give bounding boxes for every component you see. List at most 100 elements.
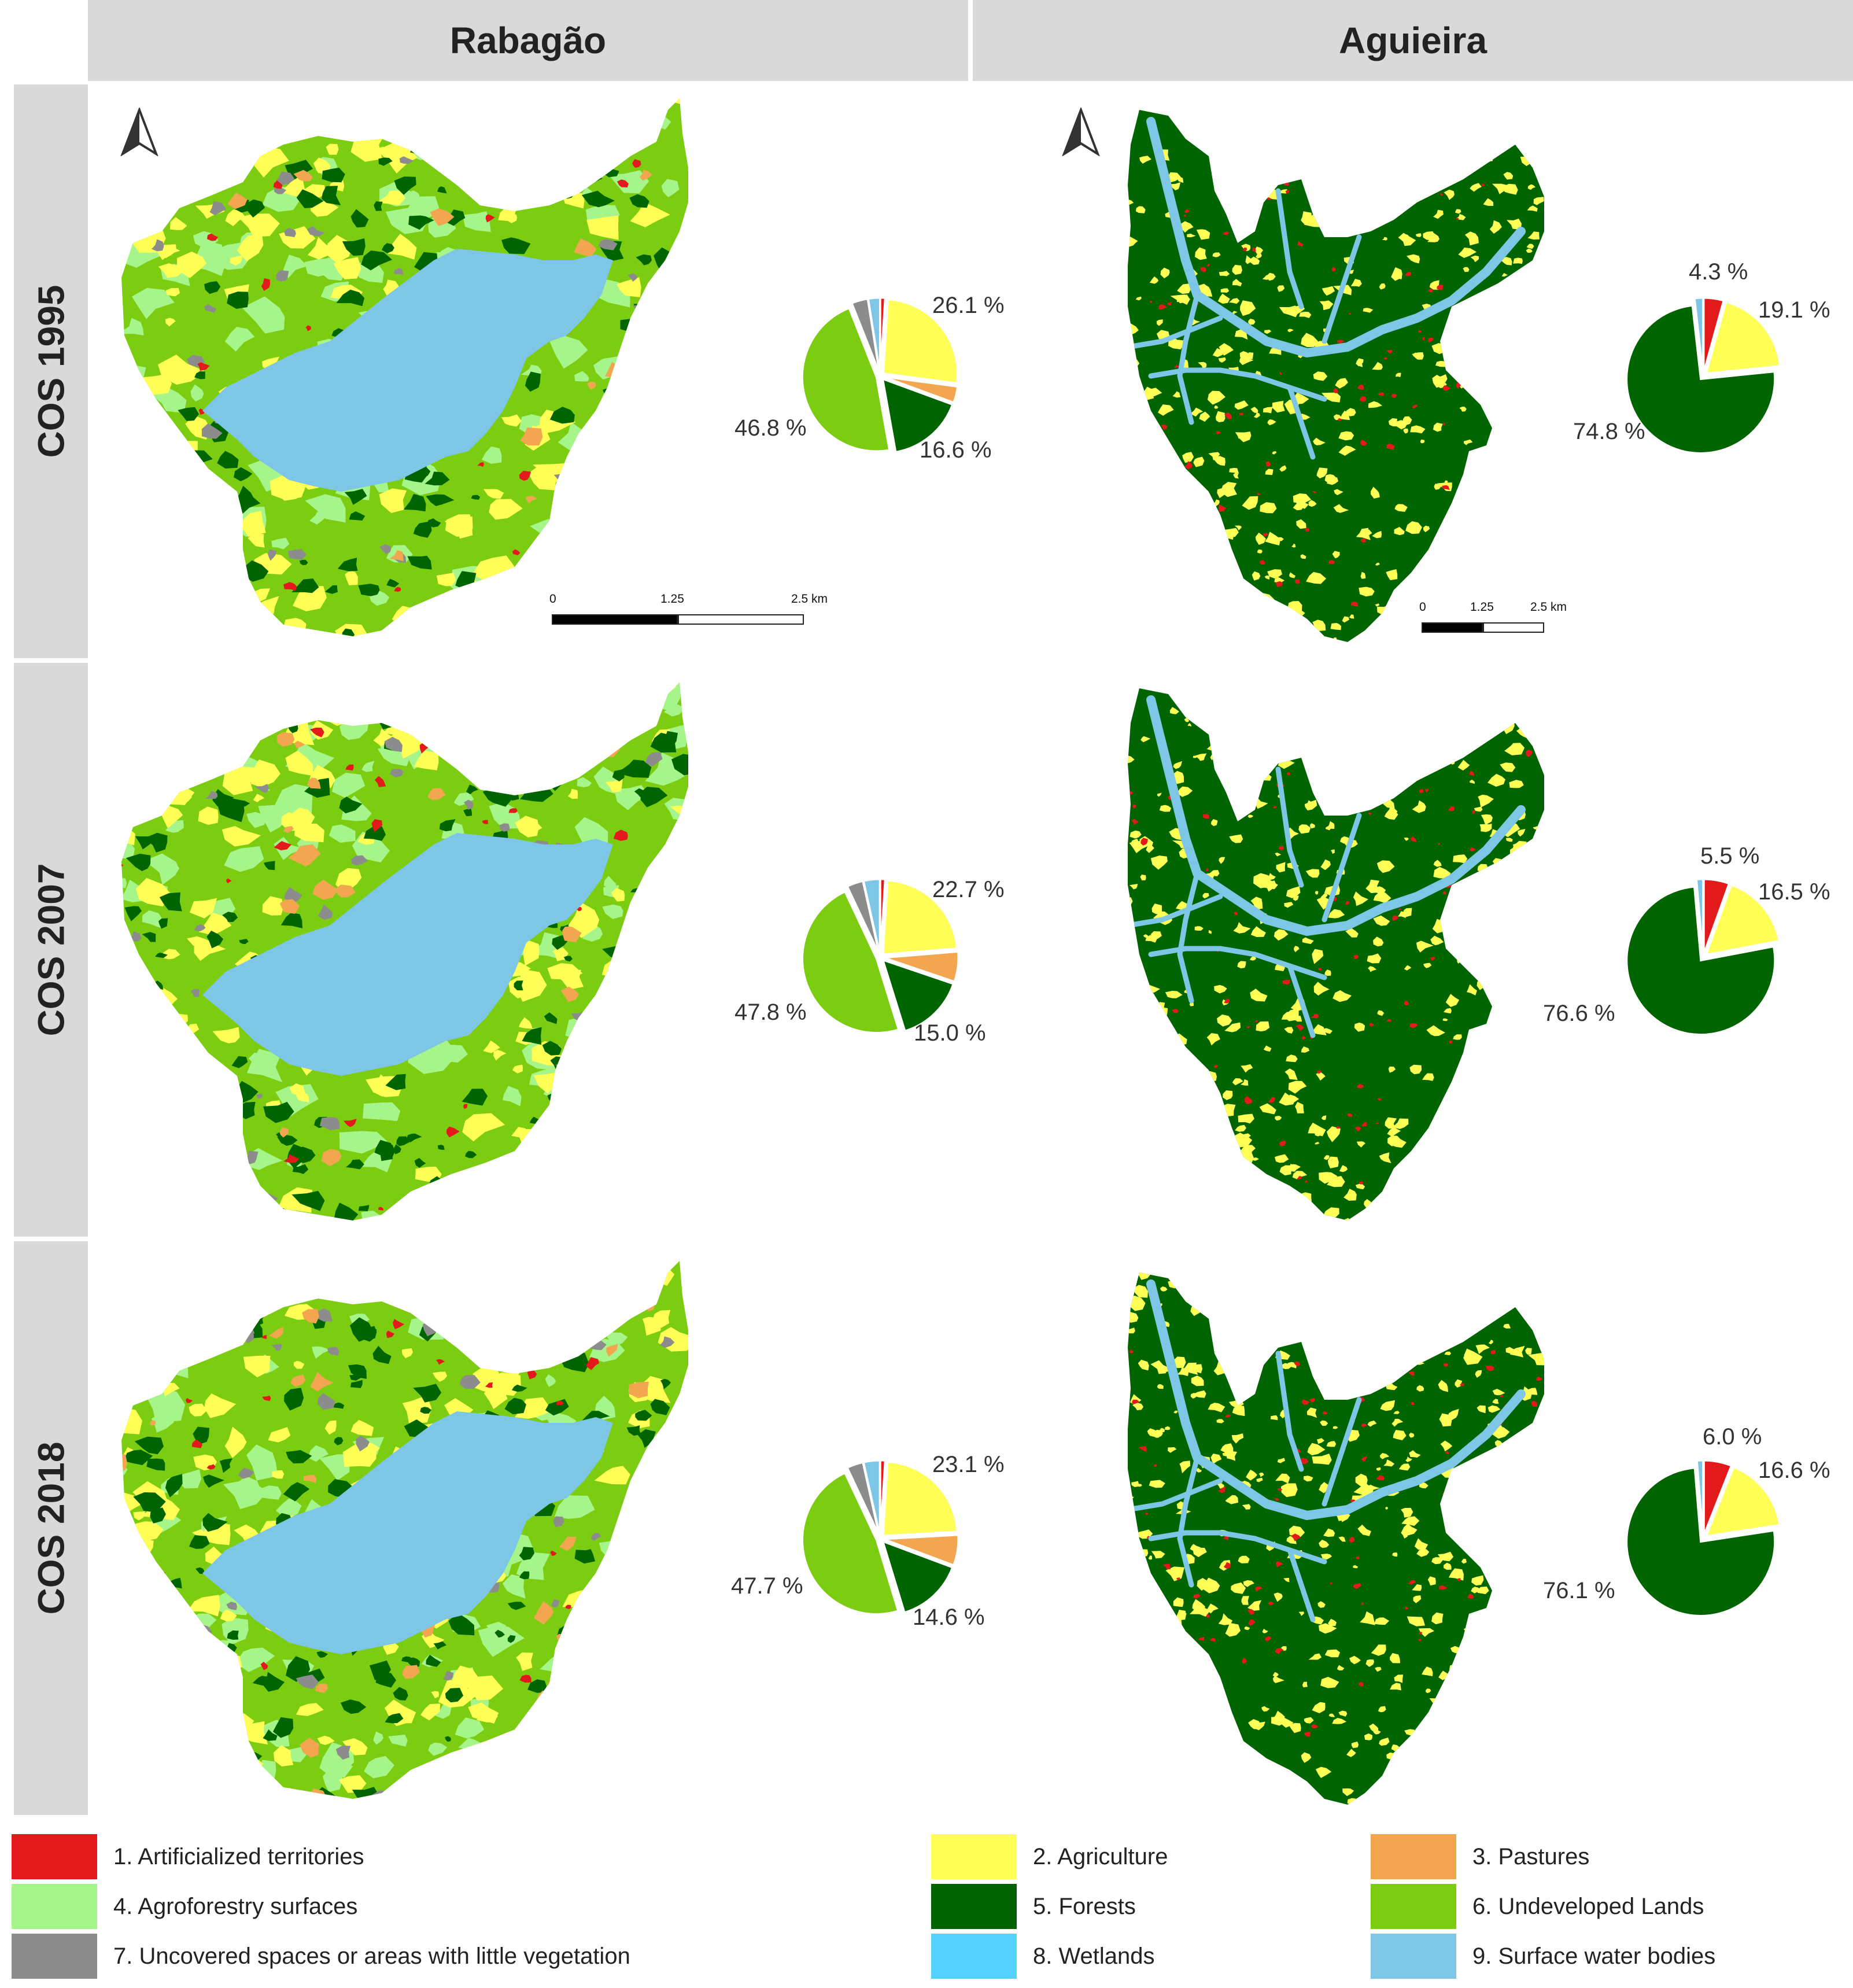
pie-slice-agriculture [1705, 301, 1781, 375]
pie-slice-agriculture [1705, 884, 1780, 956]
legend-item-artificial: 1. Artificialized territories [12, 1834, 364, 1880]
pie-label-forests: 76.1 % [1543, 1578, 1615, 1603]
legend-swatch [12, 1934, 97, 1979]
legend-swatch [931, 1884, 1017, 1929]
pie-aguieira-1995 [1626, 297, 1781, 454]
scale-bar-aguieira: 0 1.25 2.5 km [1419, 600, 1593, 641]
legend-label: 3. Pastures [1472, 1843, 1590, 1869]
scale-bar-white [1483, 622, 1544, 633]
legend-item-water: 9. Surface water bodies [1371, 1933, 1715, 1979]
column-header-rabagao: Rabagão [88, 0, 968, 81]
pie-slice-forests [881, 958, 955, 1032]
pie-label-agriculture: 16.5 % [1758, 879, 1830, 905]
pie-slice-water [862, 878, 881, 954]
pie-label-agriculture: 26.1 % [932, 293, 1005, 318]
basin-outline [1128, 110, 1544, 642]
legend-label: 5. Forests [1033, 1893, 1136, 1919]
legend-label: 4. Agroforestry surfaces [113, 1893, 358, 1919]
pie-slice-artificial [1703, 1459, 1733, 1535]
pie-slice-artificial [1703, 878, 1730, 954]
pie-slice-water [867, 297, 881, 372]
map-rabagao-2018 [121, 1261, 688, 1799]
pie-slice-forests [1626, 886, 1776, 1036]
legend-item-agroforestry: 4. Agroforestry surfaces [12, 1883, 357, 1930]
row-header-label: COS 2007 [30, 863, 72, 1037]
legend-swatch [12, 1834, 97, 1879]
reservoir [202, 249, 613, 492]
scale-tick: 0 [549, 592, 556, 606]
column-header-aguieira: Aguieira [973, 0, 1853, 81]
pie-label-forests: 15.0 % [914, 1020, 986, 1046]
pie-aguieira-2018 [1626, 1459, 1781, 1617]
north-arrow-icon [1062, 108, 1100, 156]
pie-label-forests: 74.8 % [1573, 419, 1645, 444]
pie-label-forests: 76.6 % [1543, 1001, 1615, 1026]
pie-slice-uncovered [846, 880, 880, 954]
legend-swatch [931, 1934, 1017, 1979]
pie-label-artificial: 4.3 % [1689, 259, 1748, 285]
legend-label: 8. Wetlands [1033, 1943, 1155, 1969]
legend-label: 2. Agriculture [1033, 1843, 1168, 1869]
pie-slice-water [1696, 1459, 1704, 1535]
pie-slice-forests [1626, 304, 1776, 454]
pie-slice-agriculture [882, 1460, 958, 1537]
legend-item-forests: 5. Forests [931, 1883, 1136, 1930]
pie-label-agriculture: 22.7 % [932, 877, 1005, 902]
pie-slice-undeveloped [802, 890, 900, 1034]
row-header-cos-2007: COS 2007 [14, 663, 88, 1237]
row-header-label: COS 2018 [30, 1441, 72, 1615]
map-rabagao-2007 [121, 683, 688, 1220]
pie-slice-forests [881, 378, 954, 453]
reservoir [202, 1411, 613, 1654]
pie-slice-agriculture [882, 879, 958, 956]
legend-swatch [931, 1834, 1017, 1879]
pie-rabagao-2007 [802, 878, 959, 1034]
basin-outline [1128, 1273, 1544, 1805]
basin-outline [1128, 688, 1544, 1220]
legend-swatch [1371, 1884, 1456, 1929]
pie-label-agriculture: 23.1 % [932, 1452, 1005, 1477]
scale-bar-black [1422, 622, 1483, 633]
scale-tick: 1.25 [1470, 600, 1494, 614]
pie-label-undeveloped: 47.7 % [731, 1573, 803, 1599]
legend-swatch [1371, 1834, 1456, 1879]
scale-bar-white [678, 614, 804, 625]
legend-swatch [12, 1884, 97, 1929]
pie-slice-forests [881, 1540, 954, 1614]
scale-tick: 2.5 km [1530, 600, 1567, 614]
legend-item-undeveloped: 6. Undeveloped Lands [1371, 1883, 1704, 1930]
legend-item-pastures: 3. Pastures [1371, 1834, 1589, 1880]
pie-rabagao-2018 [802, 1459, 959, 1616]
pie-label-artificial: 6.0 % [1703, 1424, 1762, 1449]
north-arrow-icon [120, 108, 158, 156]
legend-item-agriculture: 2. Agriculture [931, 1834, 1168, 1880]
legend-label: 7. Uncovered spaces or areas with little… [113, 1943, 630, 1969]
legend-item-wetlands: 8. Wetlands [931, 1933, 1155, 1979]
pie-slice-agriculture [1705, 1466, 1781, 1537]
map-aguieira-1995 [1128, 110, 1544, 642]
pie-label-agriculture: 19.1 % [1758, 297, 1830, 323]
map-aguieira-2018 [1128, 1273, 1544, 1805]
pie-rabagao-1995 [801, 297, 959, 453]
scale-bar-rabagao: 0 1.25 2.5 km [549, 592, 828, 633]
legend-swatch [1371, 1934, 1456, 1979]
pie-slice-water [1695, 878, 1704, 954]
pie-slice-undeveloped [802, 1471, 899, 1616]
reservoir [202, 833, 613, 1076]
map-rabagao-1995 [121, 98, 688, 636]
pie-slice-pastures [884, 1534, 959, 1566]
legend-item-uncovered: 7. Uncovered spaces or areas with little… [12, 1933, 630, 1979]
pie-slice-pastures [884, 376, 959, 404]
pie-label-undeveloped: 46.8 % [734, 415, 807, 441]
scale-tick: 1.25 [660, 592, 684, 606]
pie-label-agriculture: 16.6 % [1758, 1458, 1830, 1483]
pie-label-undeveloped: 47.8 % [734, 999, 807, 1025]
row-header-cos-1995: COS 1995 [14, 84, 88, 658]
legend-label: 6. Undeveloped Lands [1472, 1893, 1704, 1919]
pie-slice-water [1693, 297, 1704, 372]
pie-slice-agriculture [882, 298, 958, 385]
row-header-label: COS 1995 [30, 285, 72, 458]
scale-bar-black [552, 614, 678, 625]
pie-label-forests: 16.6 % [920, 437, 992, 463]
legend-label: 9. Surface water bodies [1472, 1943, 1716, 1969]
